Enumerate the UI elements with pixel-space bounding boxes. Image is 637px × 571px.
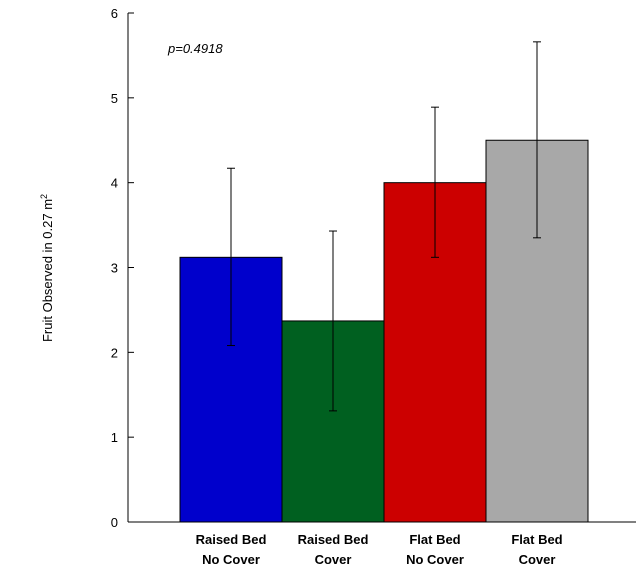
x-category-label-line1: Raised Bed (298, 532, 369, 547)
y-tick-label: 4 (111, 176, 118, 191)
y-axis-label-text: Fruit Observed in 0.27 m (40, 199, 55, 342)
x-category-label-line2: Cover (519, 552, 556, 567)
x-category-label-line1: Raised Bed (196, 532, 267, 547)
x-category-label-line2: No Cover (202, 552, 260, 567)
y-tick-label: 5 (111, 91, 118, 106)
y-tick-label: 2 (111, 345, 118, 360)
y-tick-label: 3 (111, 261, 118, 276)
x-category-label-line1: Flat Bed (409, 532, 460, 547)
y-tick-label: 0 (111, 515, 118, 530)
x-category-label-line2: Cover (315, 552, 352, 567)
x-category-labels: Raised Bed No Cover Raised Bed Cover Flat Be… (196, 532, 563, 567)
error-bars (227, 41, 541, 412)
y-axis-label-superscript: 2 (39, 194, 49, 199)
bars (179, 139, 589, 523)
y-axis-label: Fruit Observed in 0.27 m2 (39, 194, 55, 342)
x-category-label-line1: Flat Bed (511, 532, 562, 547)
x-category-label-line2: No Cover (406, 552, 464, 567)
y-tick-label: 6 (111, 6, 118, 21)
y-ticks: 0 1 2 3 4 5 6 (111, 6, 134, 530)
y-tick-label: 1 (111, 430, 118, 445)
p-value-annotation: p=0.4918 (167, 41, 223, 56)
